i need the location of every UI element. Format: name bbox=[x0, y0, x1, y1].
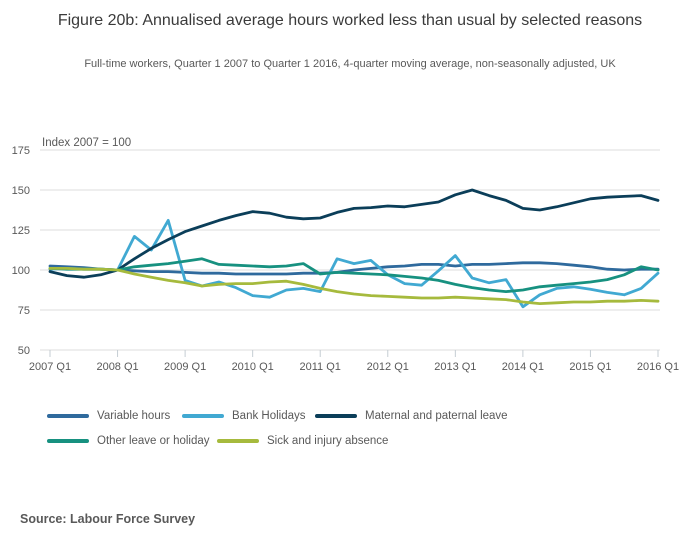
x-axis-tick-label: 2007 Q1 bbox=[29, 361, 71, 373]
legend-item: Sick and injury absence bbox=[217, 434, 388, 448]
line-chart: 50 75 100 125 150 175 2007 Q1 2008 Q1 2009 Q1 201… bbox=[12, 137, 679, 373]
legend-swatch bbox=[182, 414, 224, 418]
series-line-maternal-and-paternal-leave bbox=[48, 188, 660, 279]
legend-label: Variable hours bbox=[97, 410, 171, 422]
legend-label: Bank Holidays bbox=[232, 410, 306, 422]
source-note: Source: Labour Force Survey bbox=[20, 512, 196, 526]
legend-label: Sick and injury absence bbox=[267, 435, 389, 447]
legend-item: Variable hours bbox=[47, 409, 170, 423]
y-axis-tick-label: 175 bbox=[12, 145, 30, 157]
y-axis-tick-label: 75 bbox=[18, 305, 30, 317]
series-line-variable-hours bbox=[48, 261, 660, 276]
x-axis-tick-label: 2010 Q1 bbox=[232, 361, 274, 373]
series-line-sick-and-injury-absence bbox=[48, 266, 660, 306]
x-axis-tick-label: 2011 Q1 bbox=[300, 361, 341, 373]
x-axis-tick-label: 2012 Q1 bbox=[367, 361, 409, 373]
y-axis-tick-label: 125 bbox=[12, 225, 30, 237]
x-axis-tick-label: 2013 Q1 bbox=[434, 361, 476, 373]
axis-note: Index 2007 = 100 bbox=[42, 137, 131, 149]
legend-swatch bbox=[315, 414, 357, 418]
y-axis-tick-label: 150 bbox=[12, 185, 30, 197]
legend-swatch bbox=[47, 439, 89, 443]
legend-swatch bbox=[47, 414, 89, 418]
chart-title: Figure 20b: Annualised average hours wor… bbox=[57, 12, 643, 29]
x-axis-tick-label: 2014 Q1 bbox=[502, 361, 544, 373]
chart-subtitle: Full-time workers, Quarter 1 2007 to Qua… bbox=[84, 58, 616, 70]
legend-item: Other leave or holiday bbox=[47, 434, 210, 448]
legend-label: Other leave or holiday bbox=[97, 435, 210, 447]
x-axis-tick-label: 2008 Q1 bbox=[96, 361, 138, 373]
x-axis-tick-label: 2009 Q1 bbox=[164, 361, 206, 373]
legend-label: Maternal and paternal leave bbox=[365, 410, 508, 422]
legend-item: Bank Holidays bbox=[182, 409, 306, 423]
y-axis-tick-label: 100 bbox=[12, 265, 30, 277]
legend-swatch bbox=[217, 439, 259, 443]
legend-item: Maternal and paternal leave bbox=[315, 409, 508, 423]
series-line-other-leave-or-holiday bbox=[48, 257, 660, 294]
x-axis-tick-label: 2016 Q1 bbox=[637, 361, 679, 373]
x-axis-tick-label: 2015 Q1 bbox=[569, 361, 611, 373]
y-axis-tick-label: 50 bbox=[18, 345, 30, 357]
